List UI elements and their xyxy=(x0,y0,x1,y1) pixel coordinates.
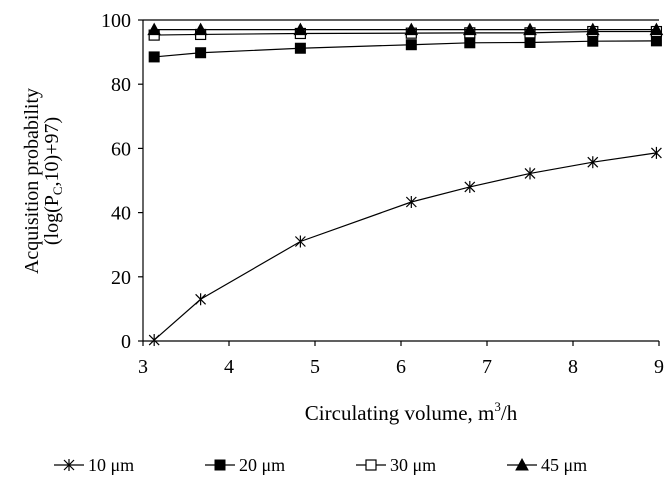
filled-triangle-marker xyxy=(193,22,208,36)
filled-triangle-marker xyxy=(649,22,664,36)
legend-item: 30 μm xyxy=(356,455,436,475)
legend-item: 10 μm xyxy=(54,455,134,475)
filled-triangle-marker xyxy=(293,22,308,36)
x-tick-label: 9 xyxy=(654,356,664,378)
filled-square-marker xyxy=(148,51,160,63)
asterisk-marker xyxy=(148,334,160,347)
series-line xyxy=(154,30,657,36)
asterisk-marker xyxy=(650,146,662,159)
y-tick-label: 40 xyxy=(111,203,131,225)
y-tick-label: 20 xyxy=(111,267,131,289)
legend-label: 45 μm xyxy=(541,455,587,475)
filled-square-marker xyxy=(405,39,417,51)
series-4 xyxy=(147,22,664,36)
filled-square-marker xyxy=(464,37,476,49)
series-2 xyxy=(148,35,662,63)
y-axis-label-line1: Acquisition probability xyxy=(21,88,43,274)
tick-labels: 0 20 40 60 80 100 3 4 5 6 7 8 9 xyxy=(101,10,664,378)
filled-square-marker xyxy=(587,35,599,47)
series-1 xyxy=(148,146,662,347)
y-axis-label-line2: (log(PC,10)+97) xyxy=(41,117,65,245)
x-tick-label: 7 xyxy=(482,356,492,378)
asterisk-marker xyxy=(524,167,536,180)
axes xyxy=(138,19,660,346)
x-tick-label: 5 xyxy=(310,356,320,378)
open-square-marker xyxy=(365,459,377,471)
series-3 xyxy=(148,25,663,41)
asterisk-marker xyxy=(587,156,599,169)
asterisk-marker xyxy=(464,180,476,193)
filled-square-marker xyxy=(294,42,306,54)
filled-square-marker xyxy=(195,47,207,59)
y-tick-label: 60 xyxy=(111,138,131,160)
legend-item: 20 μm xyxy=(205,455,285,475)
x-axis-label: Circulating volume, m3/h xyxy=(305,399,518,425)
legend: 10 μm 20 μm 30 μm 45 μm xyxy=(54,455,587,475)
asterisk-marker xyxy=(195,293,207,306)
asterisk-marker xyxy=(405,196,417,209)
legend-label: 10 μm xyxy=(88,455,134,475)
x-axis-label-superscript: 3 xyxy=(494,399,501,414)
legend-item: 45 μm xyxy=(507,455,587,475)
legend-label: 20 μm xyxy=(239,455,285,475)
x-axis-label-tail: /h xyxy=(501,401,518,425)
y-tick-label: 100 xyxy=(101,10,131,32)
y-tick-label: 80 xyxy=(111,74,131,96)
filled-triangle-marker xyxy=(523,22,537,36)
x-tick-label: 3 xyxy=(138,356,148,378)
x-tick-label: 4 xyxy=(224,356,234,378)
filled-triangle-marker xyxy=(404,22,419,36)
filled-triangle-marker xyxy=(462,22,477,36)
filled-triangle-marker xyxy=(147,22,162,36)
series-line xyxy=(154,40,657,58)
legend-label: 30 μm xyxy=(390,455,436,475)
asterisk-marker xyxy=(294,235,306,248)
filled-triangle-marker xyxy=(585,22,600,36)
y-tick-label: 0 xyxy=(121,331,131,353)
x-tick-label: 6 xyxy=(396,356,406,378)
filled-square-marker xyxy=(650,35,662,47)
x-tick-label: 8 xyxy=(568,356,578,378)
plot-series xyxy=(147,22,664,347)
asterisk-marker xyxy=(63,459,75,471)
filled-square-marker xyxy=(214,459,226,471)
filled-triangle-marker xyxy=(515,457,529,471)
y-axis-label-subscript: C xyxy=(50,186,65,195)
filled-square-marker xyxy=(524,36,536,48)
series-line xyxy=(153,152,657,341)
y-axis-label: Acquisition probability (log(PC,10)+97) xyxy=(21,88,65,274)
